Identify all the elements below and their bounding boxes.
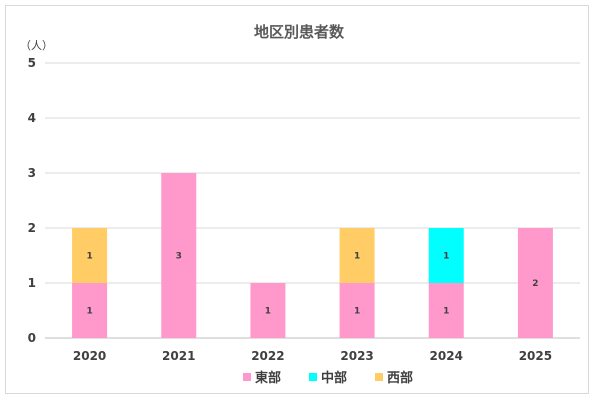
data-label: 1 [443, 252, 449, 262]
x-tick-label: 2020 [73, 349, 106, 363]
data-label: 1 [86, 307, 92, 317]
bar-2021-東部 [161, 173, 197, 338]
bar-2024-中部 [428, 228, 464, 283]
data-label: 2 [532, 279, 538, 289]
data-label: 1 [354, 252, 360, 262]
data-label: 1 [443, 307, 449, 317]
x-tick-label: 2025 [519, 349, 552, 363]
x-tick-label: 2021 [162, 349, 195, 363]
y-tick-label: 4 [28, 111, 36, 125]
y-axis-ticks: 0 1 2 3 4 5 [28, 56, 36, 345]
y-tick-label: 0 [28, 331, 36, 345]
bar-2024-東部 [428, 283, 464, 338]
legend-label: 東部 [255, 370, 281, 386]
x-tick-label: 2024 [430, 349, 463, 363]
bar-2023-西部 [339, 228, 375, 283]
y-tick-label: 5 [28, 56, 36, 70]
bar-2020-西部 [72, 228, 108, 283]
x-axis-ticks: 2020 2021 2022 2023 2024 2025 [73, 349, 552, 363]
data-label: 1 [86, 252, 92, 262]
bar-2025-東部 [517, 228, 553, 338]
y-axis-unit-label: （人） [20, 39, 53, 52]
legend-swatch-東部 [243, 373, 251, 381]
data-label: 1 [265, 307, 271, 317]
bar-2023-東部 [339, 283, 375, 338]
legend-label: 西部 [387, 370, 413, 386]
y-tick-label: 2 [28, 221, 36, 235]
x-tick-label: 2023 [340, 349, 373, 363]
bar-2020-東部 [72, 283, 108, 338]
chart-title: 地区別患者数 [254, 23, 345, 41]
y-tick-label: 1 [28, 276, 36, 290]
x-tick-label: 2022 [251, 349, 284, 363]
data-label: 1 [354, 307, 360, 317]
y-tick-label: 3 [28, 166, 36, 180]
bars: 1 1 3 1 1 1 1 1 2 [72, 173, 553, 338]
legend-swatch-中部 [309, 373, 317, 381]
legend-swatch-西部 [375, 373, 383, 381]
gridlines [45, 62, 580, 339]
legend: 東部 中部 西部 [243, 370, 413, 386]
legend-label: 中部 [321, 370, 347, 386]
data-label: 3 [176, 252, 182, 262]
bar-2022-東部 [250, 283, 286, 338]
